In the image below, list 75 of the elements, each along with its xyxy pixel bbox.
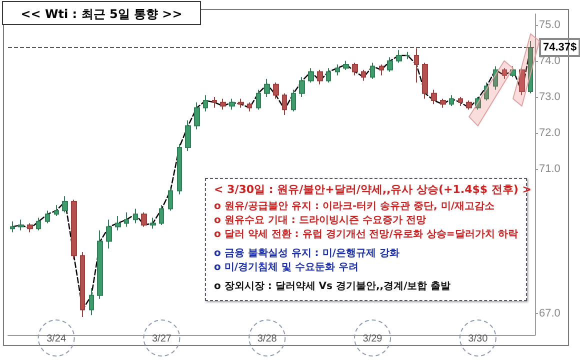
candlestick (168, 186, 173, 212)
candlestick (97, 230, 103, 300)
candlestick (308, 68, 314, 84)
candlestick (282, 92, 287, 116)
candlestick (458, 96, 463, 106)
candlestick (62, 196, 68, 213)
candlestick (141, 212, 147, 228)
candlestick (502, 68, 507, 80)
candlestick (326, 68, 331, 84)
candlestick (203, 94, 208, 112)
candlestick (89, 288, 94, 316)
candlestick (150, 217, 156, 230)
x-tick-label: 3/29 (362, 334, 383, 344)
y-tick-label: 71.0 (539, 163, 560, 176)
candlestick (256, 89, 261, 110)
candlestick (159, 204, 164, 226)
candlestick (36, 217, 41, 231)
candlestick (220, 98, 226, 110)
candlestick (440, 98, 446, 108)
candlestick (291, 89, 296, 112)
candlestick (387, 56, 393, 72)
candlestick (379, 64, 384, 76)
annotation: o 미/경기침체 및 수요둔화 우려 (214, 261, 360, 275)
candlestick (510, 66, 516, 78)
candlestick (115, 215, 121, 231)
y-tick-label: 72.0 (539, 127, 560, 140)
candlestick (396, 50, 402, 64)
candlestick (45, 210, 50, 224)
candlestick (449, 94, 454, 106)
annotation: o 원유수요 기대 : 드라이빙시즌 수요증가 전망 (214, 214, 427, 228)
annotation: o 금융 불확실성 유지 : 미/은행규제 강화 (214, 247, 400, 261)
y-tick-label: 73.0 (539, 90, 560, 103)
candlestick (317, 69, 323, 85)
x-tick-label: 3/27 (152, 334, 172, 344)
annotation: < 3/30일 : 원유/불안+달러/약세,,유사 상승(+1.4$$ 전후) > (214, 183, 532, 197)
candlestick (414, 48, 419, 84)
candlestick (124, 212, 129, 228)
x-tick-label: 3/24 (46, 334, 66, 344)
annotation: o 원유/공급불안 유지 : 이라크-터키 송유관 중단, 미/재고감소 (214, 200, 496, 214)
candlestick (106, 219, 112, 249)
candlestick (352, 62, 358, 76)
candlestick (273, 82, 279, 100)
candlestick (229, 98, 235, 110)
candlestick (361, 69, 366, 82)
candlestick (264, 78, 270, 98)
ref-line-label: 74.37$ (543, 42, 577, 54)
x-tick-label: 3/28 (257, 334, 278, 344)
candlestick (185, 120, 191, 152)
candlestick (177, 143, 182, 195)
candlestick (335, 64, 340, 76)
candlestick (370, 62, 375, 80)
candlestick (212, 96, 217, 108)
candlestick (80, 252, 85, 318)
candlestick (54, 204, 59, 216)
chart-title: << Wti : 최근 5일 통향 >> (2, 1, 201, 25)
candlestick (466, 100, 472, 110)
candlestick (405, 51, 410, 60)
candlestick (343, 60, 349, 70)
candlestick (299, 76, 305, 98)
candlestick (519, 68, 525, 96)
candlestick (10, 220, 15, 233)
candlestick (194, 102, 200, 130)
candlestick (133, 208, 138, 224)
candlestick (431, 89, 437, 105)
y-tick-label: 67.0 (539, 307, 560, 320)
annotation: o 장외시장 : 달러약세 Vs 경기불안,,경계/보합 출발 (214, 280, 452, 294)
candlestick (422, 62, 428, 100)
candlestick (18, 219, 24, 231)
annotation: o 달러 약세 전환 : 유럽 경기개선 전망/유로화 상승=달러가치 하락 (214, 228, 518, 242)
candlestick (238, 98, 244, 108)
candlestick (71, 199, 77, 260)
candlestick (247, 102, 252, 112)
x-tick-label: 3/30 (468, 334, 488, 344)
candlestick (27, 222, 33, 233)
y-tick-label: 75.0 (539, 18, 560, 31)
